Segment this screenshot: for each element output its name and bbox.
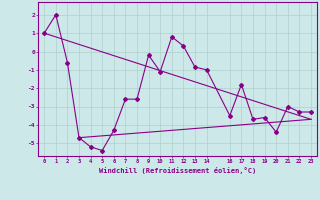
X-axis label: Windchill (Refroidissement éolien,°C): Windchill (Refroidissement éolien,°C) — [99, 167, 256, 174]
